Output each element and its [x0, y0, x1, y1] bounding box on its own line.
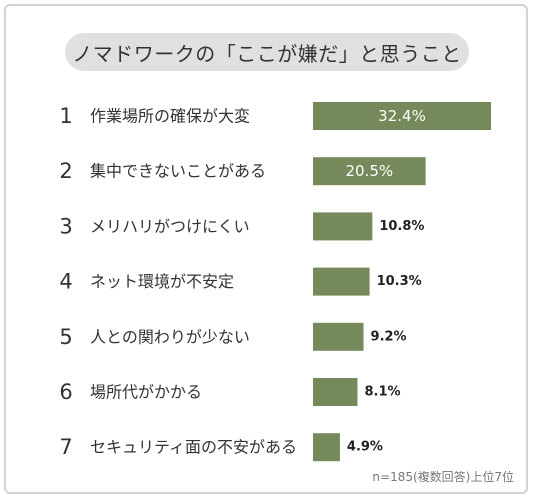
bar-value-label: 10.8% — [379, 219, 424, 234]
rank-number: 7 — [59, 435, 72, 459]
bar — [313, 267, 370, 296]
category-label: メリハリがつけにくい — [90, 217, 250, 236]
rank-number: 6 — [59, 380, 72, 404]
bar — [313, 102, 491, 130]
category-label: 人との関わりが少ない — [90, 327, 250, 346]
rank-number: 2 — [59, 159, 72, 183]
rank-number: 5 — [59, 325, 72, 349]
bar — [313, 322, 364, 351]
category-label: セキュリティ面の不安がある — [90, 438, 297, 457]
bar — [313, 378, 358, 406]
bar-value-label: 9.2% — [371, 329, 407, 344]
category-label: 作業場所の確保が大変 — [90, 107, 250, 126]
bar-value-label: 8.1% — [365, 385, 401, 400]
bar-value-label: 32.4% — [378, 107, 426, 125]
sample-note: n=185(複数回答)上位7位 — [372, 470, 514, 484]
rank-number: 1 — [59, 104, 72, 128]
bar-value-label: 20.5% — [345, 162, 393, 180]
category-label: ネット環境が不安定 — [90, 272, 234, 291]
category-label: 場所代がかかる — [90, 383, 202, 402]
bar — [313, 212, 373, 241]
chart-frame — [4, 4, 528, 494]
bar — [313, 433, 340, 462]
bar-value-label: 4.9% — [347, 440, 383, 455]
category-label: 集中できないことがある — [90, 162, 266, 181]
rank-number: 3 — [59, 214, 72, 238]
bar-value-label: 10.3% — [377, 274, 422, 289]
bar — [313, 157, 426, 186]
chart-title: ノマドワークの「ここが嫌だ」と思うこと — [65, 33, 469, 71]
rank-number: 4 — [59, 270, 72, 294]
